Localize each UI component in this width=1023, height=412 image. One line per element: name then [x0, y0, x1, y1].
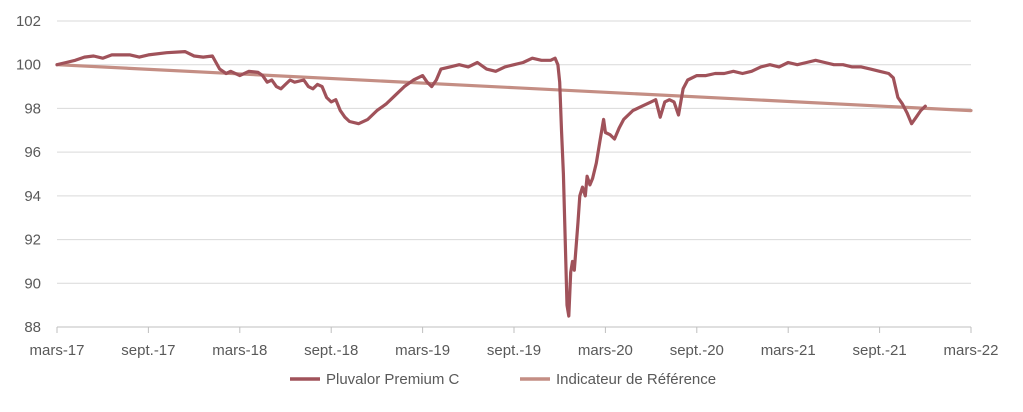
- x-tick-label: mars-17: [29, 342, 84, 359]
- x-tick-label: sept.-18: [304, 342, 358, 359]
- series-lines: [55, 50, 973, 318]
- y-tick-label: 94: [24, 188, 41, 205]
- series-line-0: [55, 50, 927, 318]
- y-tick-label: 92: [24, 232, 41, 249]
- legend-label-1: Indicateur de Référence: [556, 371, 716, 388]
- x-tick-label: sept.-19: [487, 342, 541, 359]
- legend-label-0: Pluvalor Premium C: [326, 371, 460, 388]
- y-tick-label: 100: [16, 57, 41, 74]
- x-axis: mars-17 sept.-17 mars-18 sept.-18 mars-19 sep…: [29, 326, 999, 359]
- grid-lines: [57, 20, 971, 284]
- x-tick-label: sept.-17: [121, 342, 175, 359]
- y-tick-label: 90: [24, 275, 41, 292]
- y-tick-label: 88: [24, 319, 41, 336]
- x-tick-label: mars-20: [578, 342, 633, 359]
- x-tick-label: sept.-20: [670, 342, 724, 359]
- x-tick-label: mars-21: [761, 342, 816, 359]
- x-tick-label: mars-22: [943, 342, 998, 359]
- series-line-1: [55, 63, 973, 113]
- y-axis: 88 90 92 94 96 98 100 102: [16, 13, 41, 336]
- x-tick-label: mars-18: [212, 342, 267, 359]
- y-tick-label: 98: [24, 100, 41, 117]
- x-tick-label: sept.-21: [852, 342, 906, 359]
- y-tick-label: 96: [24, 144, 41, 161]
- x-tick-label: mars-19: [395, 342, 450, 359]
- y-tick-label: 102: [16, 13, 41, 30]
- legend: Pluvalor Premium C Indicateur de Référenc…: [290, 371, 716, 388]
